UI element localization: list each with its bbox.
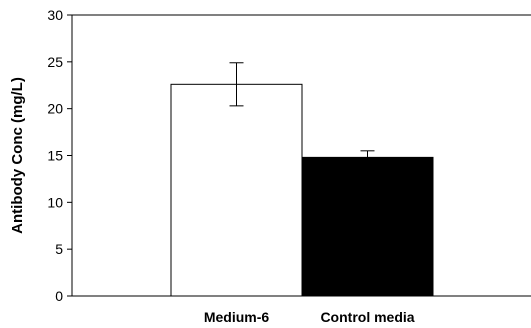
bar-control-media [301,156,434,297]
y-axis-title: Antibody Conc (mg/L) [9,77,26,234]
x-axis-labels: Medium-6 Control media [204,309,415,325]
bars-group [170,83,434,297]
y-tick-label: 20 [47,101,63,117]
bar-medium-6 [170,83,303,297]
y-tick-label: 25 [47,54,63,70]
y-tick-label: 15 [47,148,63,164]
y-tick-label: 0 [55,288,63,304]
y-tick-label: 30 [47,7,63,23]
y-tick-label: 10 [47,194,63,210]
y-axis-ticks: 0 5 10 15 20 25 30 [47,7,72,304]
y-tick-label: 5 [55,241,63,257]
error-bars-group [229,62,375,165]
x-category-label: Control media [320,309,414,325]
x-category-label: Medium-6 [204,309,270,325]
